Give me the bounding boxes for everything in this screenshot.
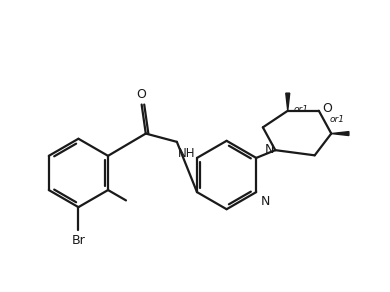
Text: N: N bbox=[265, 142, 274, 156]
Polygon shape bbox=[286, 93, 290, 111]
Polygon shape bbox=[331, 132, 349, 135]
Text: NH: NH bbox=[178, 147, 195, 160]
Text: Br: Br bbox=[71, 234, 85, 247]
Text: O: O bbox=[136, 88, 147, 101]
Text: or1: or1 bbox=[294, 105, 309, 114]
Text: or1: or1 bbox=[329, 115, 344, 124]
Text: N: N bbox=[261, 195, 270, 208]
Text: O: O bbox=[322, 102, 332, 115]
